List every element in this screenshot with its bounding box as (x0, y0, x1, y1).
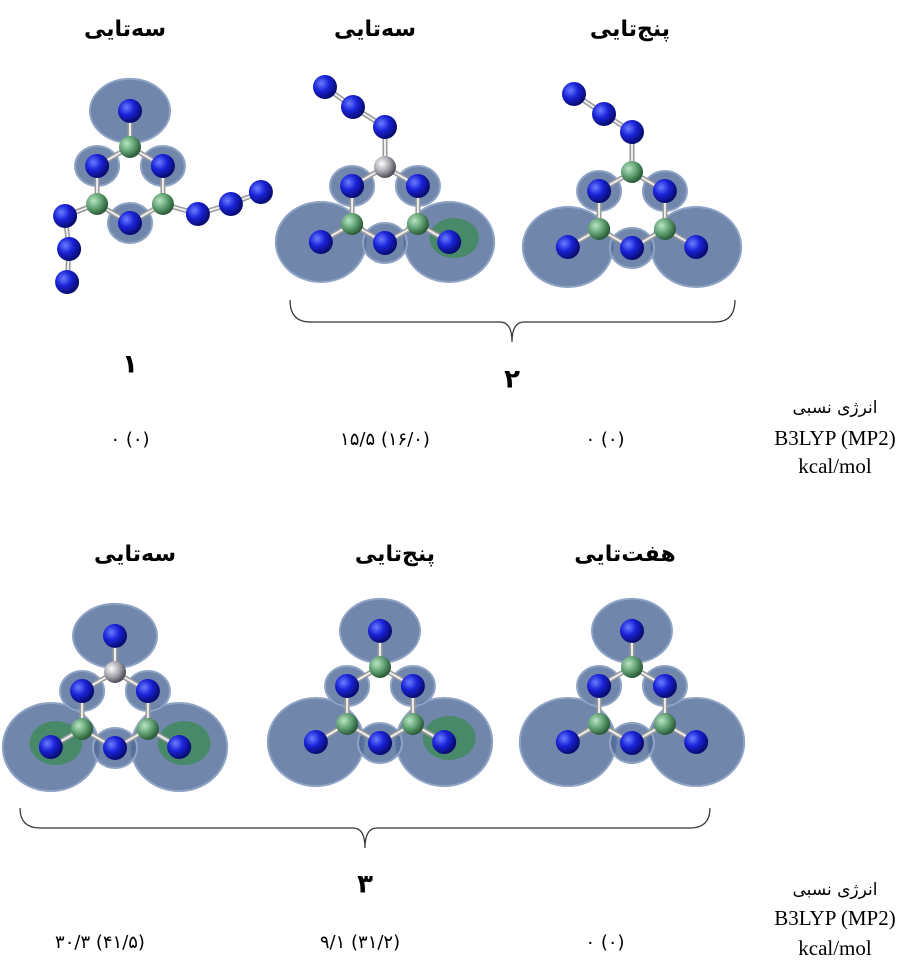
atom (406, 174, 430, 198)
energy-header: B3LYP (MP2) (774, 426, 895, 450)
atom (341, 95, 365, 119)
atom (71, 718, 93, 740)
atom (104, 661, 126, 683)
energy-header: kcal/mol (798, 454, 872, 478)
atom (368, 619, 392, 643)
compound-number: ۳ (357, 870, 373, 900)
atom (407, 213, 429, 235)
atom (587, 179, 611, 203)
atom (437, 230, 461, 254)
atom (587, 674, 611, 698)
atom (249, 180, 273, 204)
atom (684, 730, 708, 754)
atom (588, 713, 610, 735)
atom (620, 731, 644, 755)
compound-number: ۱ (122, 350, 138, 380)
energy-value: ۰ (۰) (110, 429, 149, 450)
energy-value: ۱۵/۵ (۱۶/۰) (340, 429, 430, 450)
atom (341, 213, 363, 235)
atom (70, 679, 94, 703)
atom (57, 237, 81, 261)
atom (304, 730, 328, 754)
atom (653, 179, 677, 203)
brace (290, 300, 735, 342)
structure-label: سه‌تایی (84, 17, 166, 42)
energy-header: انرژی نسبی (793, 398, 878, 418)
atom (336, 713, 358, 735)
atom (592, 102, 616, 126)
atom (621, 161, 643, 183)
atom (39, 735, 63, 759)
diagram: سه‌تایی سه‌تایی پنج‌تایی ۱ ۲ انرژی نسبی … (0, 0, 917, 963)
atom (85, 154, 109, 178)
atom (313, 75, 337, 99)
atom (374, 156, 396, 178)
energy-value: ۹/۱ (۳۱/۲) (320, 932, 400, 953)
energy-header: kcal/mol (798, 936, 872, 960)
atom (432, 730, 456, 754)
energy-value: ۳۰/۳ (۴۱/۵) (55, 932, 145, 953)
atom (136, 679, 160, 703)
brace (20, 808, 710, 848)
atom (118, 99, 142, 123)
atom (562, 82, 586, 106)
structure-label: سه‌تایی (94, 542, 176, 567)
atom (654, 713, 676, 735)
atom (368, 731, 392, 755)
atom (167, 735, 191, 759)
structure-label: هفت‌تایی (574, 542, 675, 567)
atom (556, 235, 580, 259)
atom (620, 236, 644, 260)
atom (340, 174, 364, 198)
atom (151, 154, 175, 178)
atom (309, 230, 333, 254)
atom (620, 619, 644, 643)
atom (152, 193, 174, 215)
atom (118, 211, 142, 235)
atom (684, 235, 708, 259)
energy-header: B3LYP (MP2) (774, 906, 895, 930)
compound-number: ۲ (504, 365, 520, 395)
energy-header: انرژی نسبی (793, 880, 878, 900)
atom (119, 136, 141, 158)
atom (588, 218, 610, 240)
atom (335, 674, 359, 698)
atom (53, 204, 77, 228)
atom (137, 718, 159, 740)
atom (55, 270, 79, 294)
energy-value: ۰ (۰) (585, 932, 624, 953)
atom (653, 674, 677, 698)
energy-value: ۰ (۰) (585, 429, 624, 450)
atom (103, 736, 127, 760)
atom (401, 674, 425, 698)
structure-label: پنج‌تایی (590, 17, 670, 42)
atom (654, 218, 676, 240)
atom (556, 730, 580, 754)
atom (186, 202, 210, 226)
atom (402, 713, 424, 735)
atom (369, 656, 391, 678)
atom (103, 624, 127, 648)
atom (621, 656, 643, 678)
structure-label: پنج‌تایی (355, 542, 435, 567)
atom (620, 120, 644, 144)
atom (373, 231, 397, 255)
atom (373, 115, 397, 139)
structure-label: سه‌تایی (334, 17, 416, 42)
atom (219, 192, 243, 216)
atom (86, 193, 108, 215)
